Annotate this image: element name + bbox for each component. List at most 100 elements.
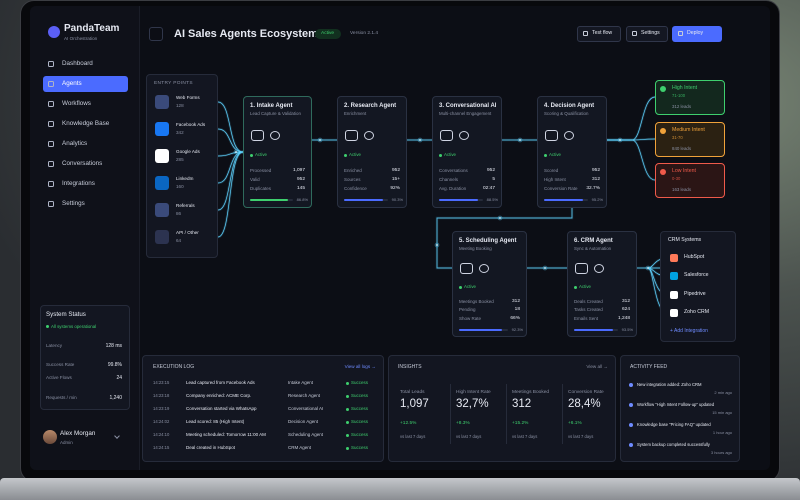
agent-status: Active [579, 283, 591, 289]
nav-item[interactable]: Workflows [62, 99, 91, 107]
log-status: Success [351, 431, 369, 437]
agent-icon [459, 130, 469, 140]
insights-view-all[interactable]: View all → [586, 363, 608, 369]
intent-range: 31-70 [672, 134, 683, 140]
nav-item[interactable]: Agents [62, 79, 82, 87]
nav-item[interactable]: Dashboard [62, 59, 93, 67]
status-dot [544, 153, 547, 157]
agent-title: 2. Research Agent [344, 103, 397, 109]
brand-tagline: AI Orchestration [64, 35, 98, 41]
status-badge: Active [321, 30, 335, 36]
status-dot [346, 394, 349, 398]
insights-title: INSIGHTS [398, 363, 422, 370]
agent-card[interactable] [567, 231, 637, 337]
agent-card[interactable] [432, 96, 502, 208]
agent-icon [479, 263, 489, 273]
insight-change: +12.5% [400, 420, 417, 426]
status-metric-value: 128 ms [105, 342, 122, 349]
entry-label: Facebook Ads [176, 121, 206, 127]
agent-subtitle: Multi-channel Engagement [439, 110, 492, 116]
nav-item[interactable]: Integrations [62, 179, 95, 187]
agent-metric-label: Pending [459, 307, 476, 313]
activity-time: 3 hours ago [710, 450, 732, 455]
agent-progress: 93.5% [621, 326, 633, 332]
insight-value: 1,097 [400, 398, 429, 411]
activity-title: ACTIVITY FEED [630, 363, 668, 370]
log-time: 14:23:15 [153, 379, 170, 385]
intent-card [655, 80, 725, 115]
agent-card[interactable] [537, 96, 607, 208]
agent-metric-label: Conversations [439, 167, 468, 173]
agent-metric-value: 66% [510, 315, 520, 321]
log-agent: Decision Agent [288, 418, 319, 424]
agent-metric-value: 32.7% [586, 185, 600, 191]
header-button[interactable] [672, 26, 722, 42]
log-event: Deal created in HubSpot [186, 444, 236, 450]
agent-icon [460, 262, 473, 274]
entry-label: Google Ads [176, 148, 200, 154]
agent-metric-value: 312 [591, 176, 600, 182]
user-name: Alex Morgan [60, 429, 96, 437]
log-agent: Intake Agent [288, 379, 314, 385]
log-time: 14:23:19 [153, 405, 170, 411]
log-agent: CRM Agent [288, 444, 312, 450]
crm-icon [670, 291, 678, 299]
nav-icon [48, 121, 54, 127]
activity-text: System backup completed successfully [637, 441, 710, 447]
status-metric-value: 99.8% [107, 361, 122, 368]
header-button[interactable] [626, 26, 668, 42]
execution-log-panel [142, 355, 384, 462]
agent-subtitle: Scoring & Qualification [544, 110, 589, 116]
nav-item[interactable]: Conversations [62, 159, 103, 167]
entry-count: 128 [176, 102, 184, 108]
log-status: Success [351, 418, 369, 424]
log-status: Success [351, 405, 369, 411]
agent-metric-label: Sources [344, 176, 361, 182]
agent-metric-label: Scored [544, 167, 559, 173]
nav-item[interactable]: Settings [62, 199, 85, 207]
agent-card[interactable] [337, 96, 407, 208]
entry-icon [155, 230, 169, 244]
agent-metric-label: Confidence [344, 185, 367, 191]
agent-title: 4. Decision Agent [544, 103, 595, 109]
button-icon [583, 31, 588, 36]
status-metric-value: 1,240 [109, 394, 122, 401]
header-button-label[interactable]: Test flow [592, 30, 613, 37]
agent-metric-label: Processed [250, 167, 272, 173]
status-dot [250, 153, 253, 157]
view-all-logs[interactable]: View all logs → [344, 363, 376, 369]
nav-item[interactable]: Analytics [62, 139, 88, 147]
status-dot [346, 433, 349, 437]
log-time: 14:24:10 [153, 431, 170, 437]
entry-icon [155, 122, 169, 136]
back-button[interactable] [149, 27, 163, 41]
entry-count: 285 [176, 156, 184, 162]
crm-icon [670, 254, 678, 262]
header-button-label[interactable]: Deploy [687, 30, 704, 37]
agent-card[interactable] [243, 96, 312, 208]
entry-icon [155, 176, 169, 190]
add-integration[interactable]: + Add Integration [670, 327, 708, 334]
progress-fill [250, 199, 288, 202]
intent-leads: 312 leads [672, 103, 692, 109]
header-button-label[interactable]: Settings [641, 30, 660, 37]
agent-title: 5. Scheduling Agent [459, 238, 517, 244]
crm-item: Salesforce [684, 272, 709, 279]
nav-item[interactable]: Knowledge Base [62, 119, 110, 127]
nav-active-bg [43, 76, 128, 92]
status-dot [346, 381, 349, 385]
progress-fill [439, 199, 478, 202]
agent-progress: 95.2% [591, 197, 603, 203]
insight-label: Conversion Rate [568, 389, 604, 395]
nav-icon [48, 161, 54, 167]
agent-progress: 92.3% [511, 326, 523, 332]
crm-item: HubSpot [684, 254, 705, 261]
status-dot [46, 325, 49, 328]
status-metric-label: Active Flows [46, 374, 72, 380]
agent-metric-value: 1,248 [617, 315, 630, 321]
agent-metric-value: 312 [511, 298, 520, 304]
log-status: Success [351, 444, 369, 450]
header-button[interactable] [577, 26, 621, 42]
agent-card[interactable] [452, 231, 527, 337]
agent-metric-label: Valid [250, 176, 260, 182]
